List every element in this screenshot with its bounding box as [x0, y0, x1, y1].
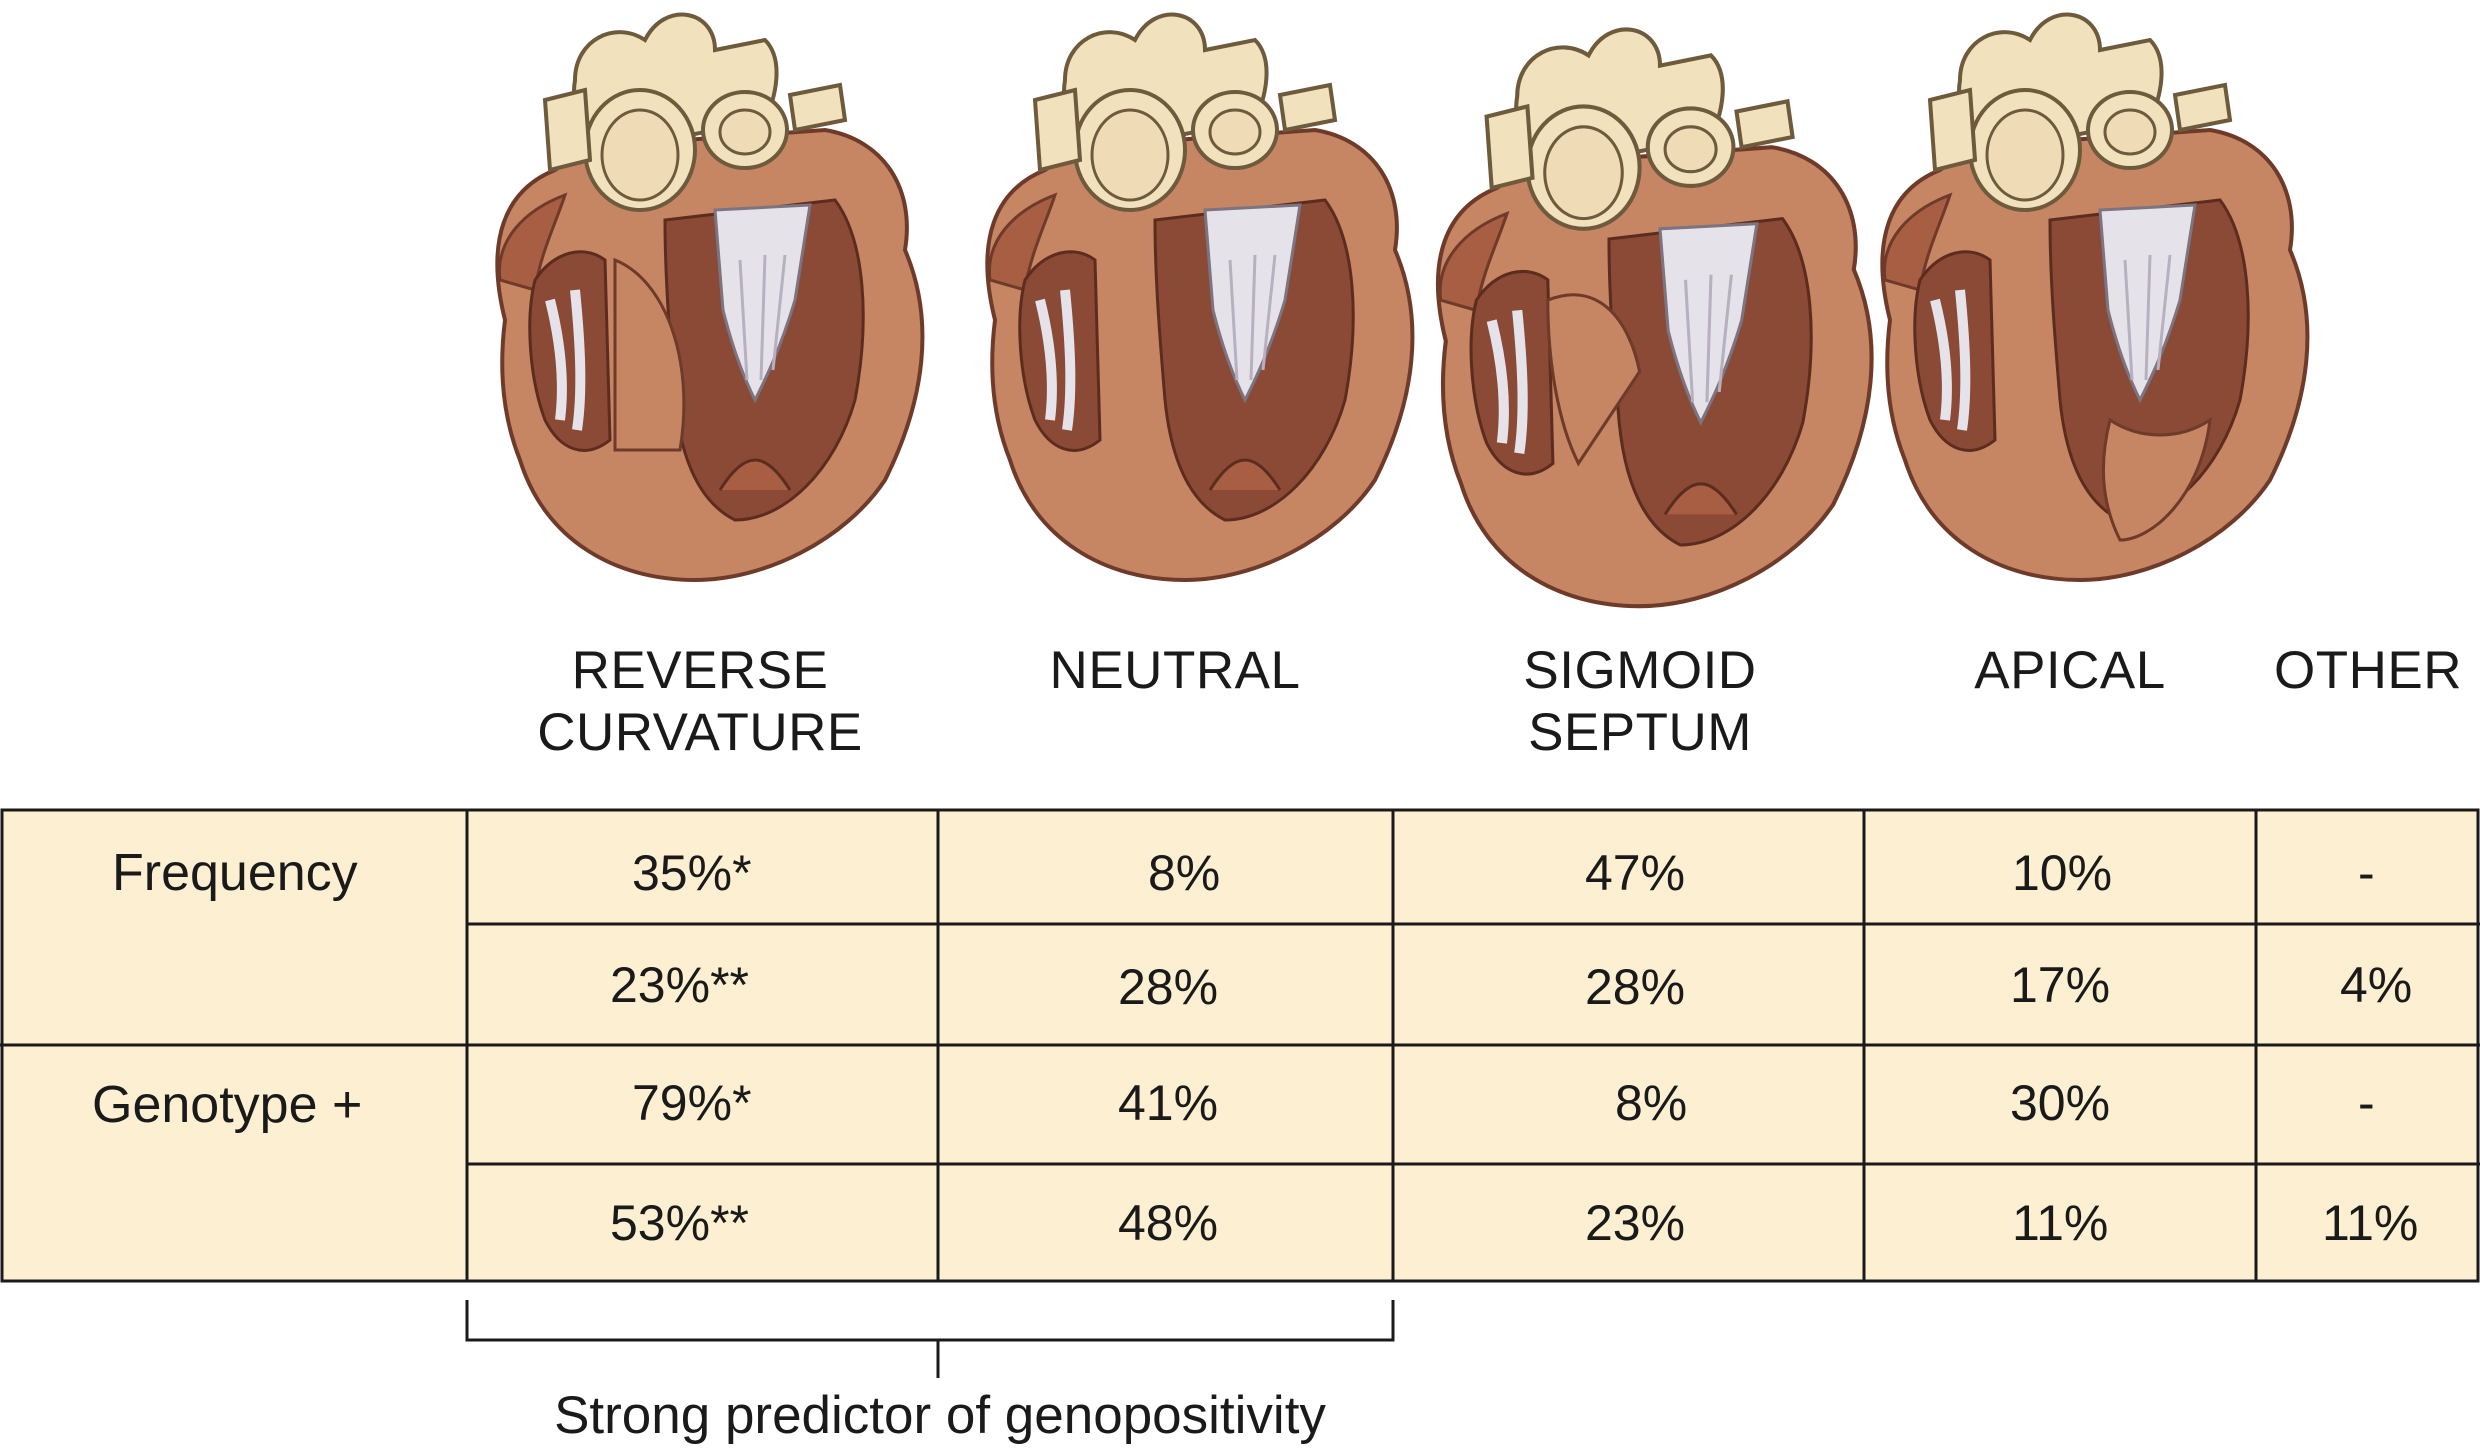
column-label-sigmoid-septum: SIGMOID SEPTUM — [1470, 640, 1810, 764]
predictor-bracket — [465, 1300, 1395, 1378]
cell-geno-1-other: - — [2358, 1075, 2375, 1131]
heart-neutral-icon — [987, 15, 1412, 580]
predictor-caption: Strong predictor of genopositivity — [554, 1386, 1326, 1445]
cell-geno-2-sigmoid: 23% — [1585, 1195, 1686, 1251]
label-line: SIGMOID — [1523, 641, 1757, 700]
label-line: CURVATURE — [537, 703, 863, 762]
heart-illustrations — [0, 0, 2480, 620]
label-line: SEPTUM — [1528, 703, 1752, 762]
row-label-genotype: Genotype + — [92, 1076, 363, 1134]
label-line: OTHER — [2274, 641, 2462, 700]
cell-freq-2-reverse: 23%** — [610, 957, 749, 1013]
heart-sigmoid-septum-icon — [1438, 29, 1872, 606]
heart-reverse-curvature-icon — [497, 15, 922, 580]
cell-geno-1-apical: 30% — [2010, 1075, 2111, 1131]
cell-geno-2-neutral: 48% — [1118, 1195, 1219, 1251]
cell-freq-1-apical: 10% — [2012, 845, 2113, 901]
cell-geno-1-sigmoid: 8% — [1615, 1075, 1688, 1131]
cell-freq-1-other: - — [2358, 845, 2375, 901]
cell-freq-1-reverse: 35%* — [632, 845, 752, 901]
cell-freq-2-apical: 17% — [2010, 957, 2111, 1013]
label-line: NEUTRAL — [1049, 641, 1301, 700]
cell-freq-1-sigmoid: 47% — [1585, 845, 1686, 901]
column-label-neutral: NEUTRAL — [1000, 640, 1350, 702]
heart-apical-icon — [1882, 15, 2307, 580]
cell-geno-1-reverse: 79%* — [632, 1075, 752, 1131]
cell-geno-2-apical: 11% — [2012, 1195, 2109, 1251]
row-label-frequency: Frequency — [112, 844, 358, 902]
cell-geno-2-other: 11% — [2322, 1195, 2419, 1251]
column-label-other: OTHER — [2258, 640, 2478, 702]
label-line: REVERSE — [571, 641, 829, 700]
cell-freq-2-neutral: 28% — [1118, 959, 1219, 1015]
column-label-apical: APICAL — [1900, 640, 2240, 702]
cell-geno-2-reverse: 53%** — [610, 1195, 749, 1251]
cell-freq-1-neutral: 8% — [1148, 845, 1221, 901]
label-line: APICAL — [1974, 641, 2166, 700]
data-table-grid — [0, 808, 2480, 1283]
cell-geno-1-neutral: 41% — [1118, 1075, 1219, 1131]
column-label-reverse-curvature: REVERSE CURVATURE — [530, 640, 870, 764]
cell-freq-2-sigmoid: 28% — [1585, 959, 1686, 1015]
cell-freq-2-other: 4% — [2340, 957, 2413, 1013]
